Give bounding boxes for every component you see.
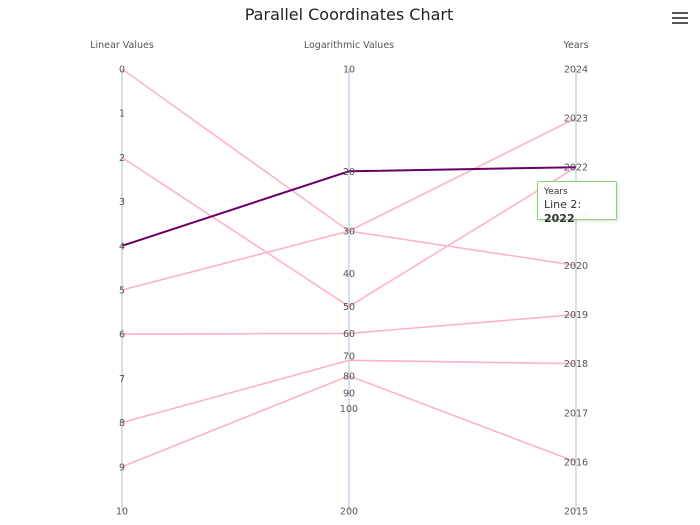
tick-label-linear-values-8: 8 xyxy=(119,418,125,429)
series-line[interactable] xyxy=(121,313,577,336)
tick-label-logarithmic-values-100: 100 xyxy=(340,404,358,415)
tick-label-years-2017: 2017 xyxy=(564,408,588,419)
tick-label-years-2024: 2024 xyxy=(564,65,588,76)
tick-label-linear-values-0: 0 xyxy=(119,65,125,76)
tooltip-series-label: Line 2: xyxy=(544,198,582,211)
tooltip-header: Years xyxy=(544,187,568,197)
tick-label-linear-values-10: 10 xyxy=(116,507,128,518)
tick-label-linear-values-3: 3 xyxy=(119,197,125,208)
tick-label-logarithmic-values-20: 20 xyxy=(343,167,355,178)
tooltip-body: Line 2: 2022 xyxy=(544,198,610,226)
hamburger-menu-icon[interactable] xyxy=(672,12,688,26)
tick-label-linear-values-9: 9 xyxy=(119,462,125,473)
series-line[interactable] xyxy=(121,359,577,424)
tick-label-logarithmic-values-50: 50 xyxy=(343,302,355,313)
series-lines xyxy=(121,68,577,468)
series-line[interactable] xyxy=(121,374,577,468)
tick-label-years-2022: 2022 xyxy=(564,163,588,174)
tooltip-value: 2022 xyxy=(544,212,575,225)
tick-label-linear-values-6: 6 xyxy=(119,330,125,341)
tick-label-linear-values-4: 4 xyxy=(119,241,125,252)
tick-label-logarithmic-values-40: 40 xyxy=(343,269,355,280)
tick-label-years-2016: 2016 xyxy=(564,457,588,468)
tick-label-years-2015: 2015 xyxy=(564,507,588,518)
tick-label-logarithmic-values-80: 80 xyxy=(343,371,355,382)
tick-label-linear-values-5: 5 xyxy=(119,286,125,297)
tick-label-linear-values-1: 1 xyxy=(119,109,125,120)
tick-label-logarithmic-values-90: 90 xyxy=(343,389,355,400)
series-line[interactable] xyxy=(121,230,577,291)
tick-label-linear-values-2: 2 xyxy=(119,153,125,164)
tick-label-logarithmic-values-10: 10 xyxy=(343,65,355,76)
axis-title-logarithmic-values: Logarithmic Values xyxy=(304,40,394,51)
series-line-highlighted[interactable] xyxy=(121,166,577,247)
tick-label-years-2020: 2020 xyxy=(564,261,588,272)
tick-label-logarithmic-values-60: 60 xyxy=(343,329,355,340)
chart-title: Parallel Coordinates Chart xyxy=(245,5,453,24)
tick-label-logarithmic-values-200: 200 xyxy=(340,507,358,518)
axis-title-linear-values: Linear Values xyxy=(90,40,154,51)
tooltip: Years Line 2: 2022 xyxy=(537,181,617,225)
tick-label-years-2023: 2023 xyxy=(564,114,588,125)
tick-label-years-2019: 2019 xyxy=(564,310,588,321)
tick-label-years-2018: 2018 xyxy=(564,359,588,370)
axes-layer xyxy=(121,69,577,511)
tick-labels: Linear Values Logarithmic Values Years 0 1 2 3… xyxy=(90,40,588,518)
tick-label-logarithmic-values-70: 70 xyxy=(343,352,355,363)
axis-title-years: Years xyxy=(562,40,588,51)
series-line[interactable] xyxy=(121,156,577,308)
tick-label-logarithmic-values-30: 30 xyxy=(343,227,355,238)
tick-label-linear-values-7: 7 xyxy=(119,374,125,385)
